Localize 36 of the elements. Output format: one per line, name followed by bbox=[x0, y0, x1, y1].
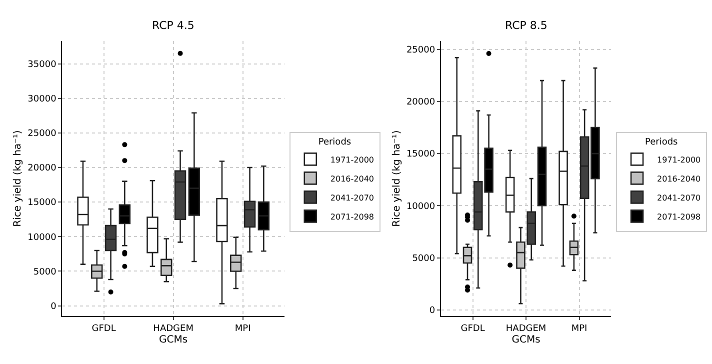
y-axis-title: Rice yield (kg ha⁻¹) bbox=[391, 130, 402, 227]
y-tick-label: 10000 bbox=[28, 232, 57, 243]
y-tick-label: 10000 bbox=[406, 202, 436, 212]
legend-label: 1971-2000 bbox=[657, 155, 701, 164]
y-tick-label: 25000 bbox=[406, 45, 436, 56]
x-tick-label: GFDL bbox=[92, 324, 116, 334]
legend-label: 2071-2098 bbox=[330, 212, 374, 222]
x-tick-label: MPI bbox=[571, 324, 588, 334]
legend-label: 2016-2040 bbox=[657, 174, 701, 184]
chart-title: RCP 4.5 bbox=[152, 19, 194, 32]
legend-label: 2016-2040 bbox=[330, 174, 374, 184]
y-tick-label: 20000 bbox=[28, 164, 57, 174]
x-tick-label: GFDL bbox=[460, 324, 485, 334]
y-tick-label: 0 bbox=[50, 302, 57, 312]
x-axis-title: GCMs bbox=[159, 334, 188, 346]
legend-label: 2041-2070 bbox=[657, 193, 701, 202]
legend-title: Periods bbox=[645, 138, 678, 148]
y-tick-label: 5000 bbox=[33, 267, 57, 278]
y-tick-label: 30000 bbox=[28, 94, 57, 104]
y-tick-label: 20000 bbox=[406, 98, 436, 108]
y-tick-label: 35000 bbox=[28, 60, 57, 70]
legend-label: 1971-2000 bbox=[330, 155, 374, 164]
legend-label: 2071-2098 bbox=[657, 212, 701, 222]
y-tick-label: 0 bbox=[429, 306, 436, 316]
y-tick-label: 15000 bbox=[406, 150, 436, 160]
x-axis-title: GCMs bbox=[512, 334, 540, 346]
y-tick-label: 25000 bbox=[28, 129, 57, 140]
x-tick-label: HADGEM bbox=[153, 324, 194, 334]
x-tick-label: HADGEM bbox=[506, 324, 546, 334]
legend-label: 2041-2070 bbox=[330, 193, 374, 202]
y-axis-title: Rice yield (kg ha⁻¹) bbox=[12, 130, 24, 227]
y-tick-label: 15000 bbox=[28, 198, 57, 208]
legend-title: Periods bbox=[318, 138, 352, 148]
y-tick-label: 5000 bbox=[412, 254, 436, 264]
chart-title: RCP 8.5 bbox=[505, 19, 548, 32]
x-tick-label: MPI bbox=[234, 324, 251, 334]
